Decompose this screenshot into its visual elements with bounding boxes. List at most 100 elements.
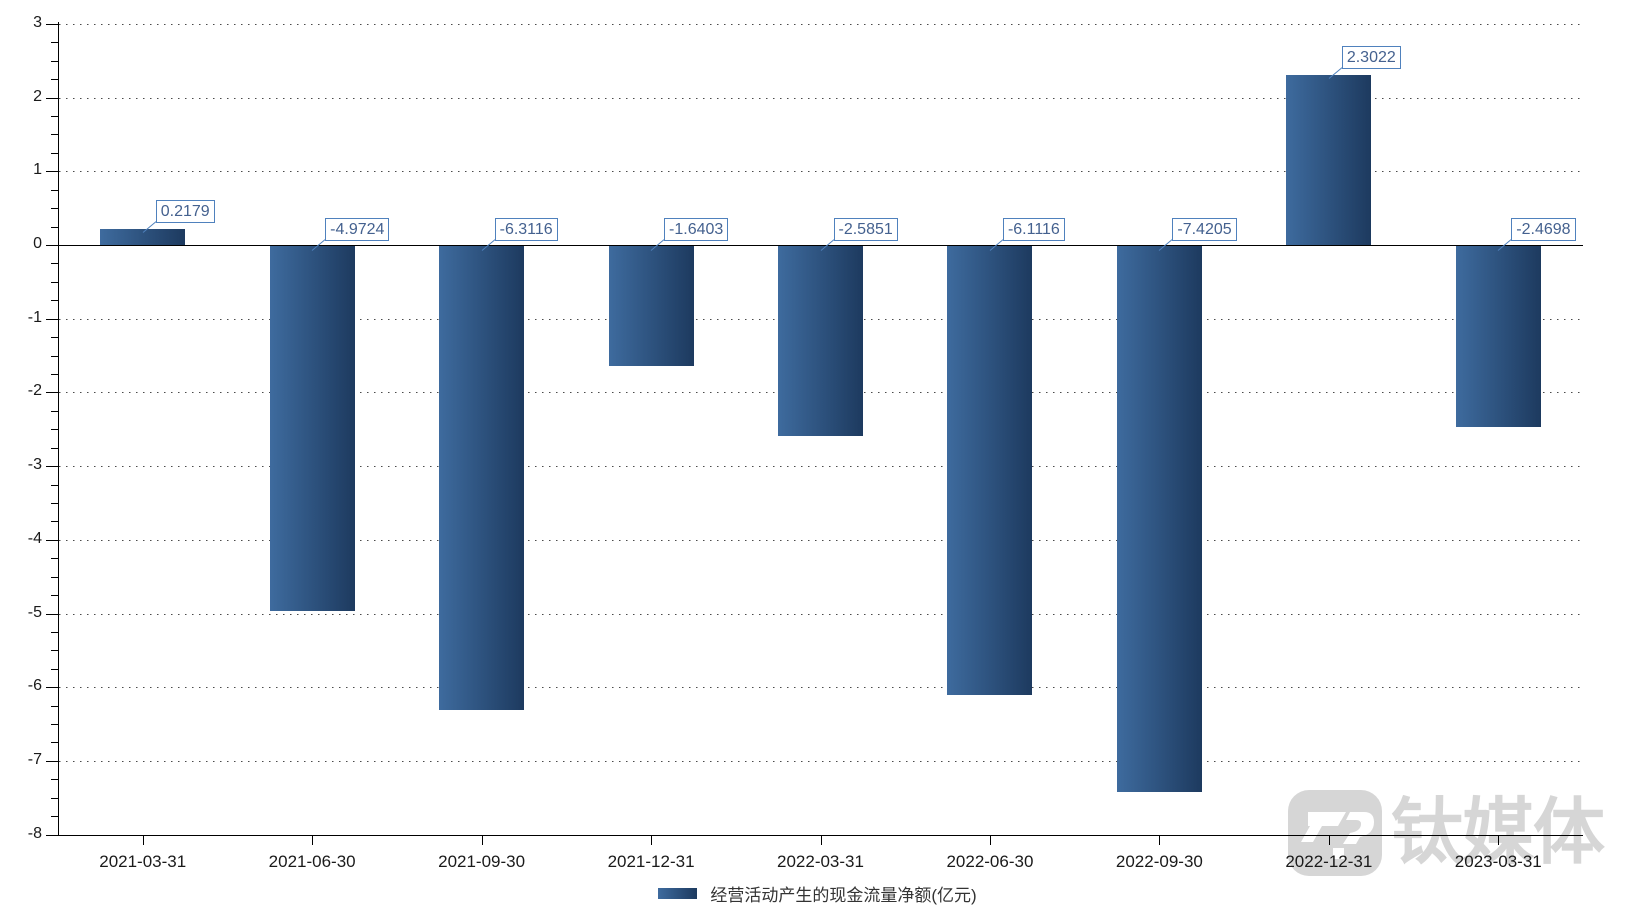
y-major-tick: [46, 171, 58, 173]
legend: 经营活动产生的现金流量净额(亿元): [0, 881, 1635, 906]
bar: [100, 228, 186, 245]
x-tick: [820, 834, 822, 845]
y-minor-tick: [51, 79, 58, 81]
y-major-tick: [46, 687, 58, 689]
y-axis-label: -2: [27, 382, 42, 400]
y-minor-tick: [51, 502, 58, 504]
x-tick: [312, 834, 314, 845]
y-major-tick: [46, 392, 58, 394]
y-gridline: [59, 760, 1582, 762]
y-major-tick: [46, 760, 58, 762]
y-minor-tick: [51, 779, 58, 781]
y-minor-tick: [51, 668, 58, 670]
y-gridline: [59, 97, 1582, 99]
y-axis-label: 0: [33, 235, 42, 252]
y-axis-label: -4: [27, 529, 42, 547]
y-minor-tick: [51, 300, 58, 302]
y-gridline: [59, 687, 1582, 689]
y-axis-label: -1: [27, 308, 42, 326]
data-label: -2.5851: [833, 218, 898, 241]
y-axis-label: 1: [33, 161, 42, 179]
data-label: -6.1116: [1002, 218, 1065, 241]
x-axis-label: 2021-09-30: [438, 851, 526, 871]
y-gridline: [59, 171, 1582, 173]
y-minor-tick: [51, 60, 58, 62]
data-label: 0.2179: [155, 199, 215, 223]
x-tick: [142, 834, 144, 845]
y-minor-tick: [51, 208, 58, 210]
data-label: -1.6403: [664, 218, 729, 241]
y-minor-tick: [51, 226, 58, 228]
y-minor-tick: [51, 816, 58, 818]
data-label: -6.3116: [494, 218, 558, 241]
bar: [1455, 246, 1541, 428]
x-axis-label: 2021-12-31: [607, 851, 695, 871]
tmtpost-logo-icon: [1288, 790, 1382, 876]
y-minor-tick: [51, 42, 58, 44]
y-axis-line: [58, 21, 59, 836]
y-axis-label: 3: [33, 13, 42, 31]
y-minor-tick: [51, 521, 58, 523]
y-minor-tick: [51, 373, 58, 375]
y-major-tick: [46, 539, 58, 541]
y-minor-tick: [51, 189, 58, 191]
y-minor-tick: [51, 705, 58, 707]
y-axis-label: -7: [27, 750, 42, 768]
x-axis-label: 2022-09-30: [1115, 851, 1203, 871]
y-minor-tick: [51, 429, 58, 431]
y-gridline: [59, 23, 1582, 25]
x-axis-label: 2021-03-31: [99, 851, 187, 871]
y-major-tick: [46, 613, 58, 615]
y-axis-label: -8: [27, 824, 42, 842]
watermark-text: 钛媒体: [1391, 793, 1605, 873]
y-minor-tick: [51, 595, 58, 597]
y-axis-label: 2: [33, 87, 42, 105]
y-major-tick: [46, 318, 58, 320]
y-major-tick: [46, 23, 58, 25]
y-major-tick: [46, 245, 58, 246]
y-minor-tick: [51, 742, 58, 744]
y-major-tick: [46, 466, 58, 468]
legend-swatch: [658, 888, 698, 899]
data-label: -7.4205: [1172, 218, 1237, 241]
y-minor-tick: [51, 631, 58, 633]
x-axis-label: 2022-03-31: [777, 851, 864, 871]
y-minor-tick: [51, 797, 58, 799]
y-minor-tick: [51, 355, 58, 357]
data-label: -4.9724: [325, 218, 390, 241]
y-minor-tick: [51, 281, 58, 283]
y-minor-tick: [51, 134, 58, 136]
y-minor-tick: [51, 263, 58, 265]
bar: [1116, 246, 1202, 792]
x-axis-label: 2022-12-31: [1285, 851, 1373, 871]
y-major-tick: [46, 97, 58, 99]
bar: [947, 246, 1033, 696]
x-tick: [481, 834, 483, 845]
y-minor-tick: [51, 724, 58, 726]
data-label: -2.4698: [1511, 218, 1576, 241]
x-tick: [1328, 834, 1330, 845]
x-axis-label: 2022-06-30: [946, 851, 1034, 871]
y-minor-tick: [51, 116, 58, 118]
data-label: 2.3022: [1341, 46, 1401, 70]
x-axis-label: 2021-06-30: [268, 851, 356, 871]
x-tick: [1498, 834, 1500, 845]
y-minor-tick: [51, 337, 58, 339]
zero-line: [58, 245, 1583, 246]
y-minor-tick: [51, 650, 58, 652]
bar: [778, 246, 863, 436]
y-gridline: [59, 613, 1582, 615]
y-gridline: [59, 539, 1582, 541]
y-minor-tick: [51, 558, 58, 560]
bar: [439, 246, 525, 711]
y-minor-tick: [51, 410, 58, 412]
y-axis-label: -5: [27, 603, 42, 621]
legend-label: 经营活动产生的现金流量净额(亿元): [710, 886, 977, 905]
bar: [608, 246, 694, 366]
y-minor-tick: [51, 576, 58, 578]
watermark: 钛媒体: [1288, 790, 1605, 876]
y-axis-label: -3: [27, 456, 42, 474]
y-minor-tick: [51, 447, 58, 449]
x-tick: [651, 834, 653, 845]
